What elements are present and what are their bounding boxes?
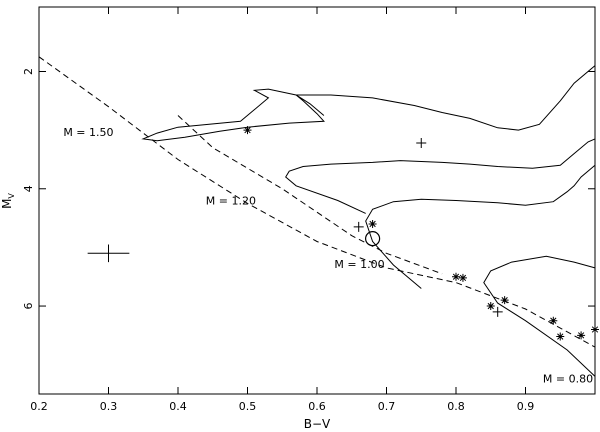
isochrone-line — [177, 115, 443, 275]
evolution-track-line — [365, 164, 596, 289]
isochrone-dashed — [38, 56, 596, 348]
star-marker — [243, 126, 252, 135]
evolution-tracks — [141, 65, 596, 377]
plus-marker — [492, 306, 503, 317]
y-tick-label: 4 — [22, 185, 35, 192]
x-tick-label: 0.2 — [30, 400, 48, 413]
x-tick-label: 0.8 — [447, 400, 465, 413]
plot-frame — [38, 6, 596, 395]
isochrone-line — [38, 56, 596, 348]
star-marker — [577, 331, 586, 340]
evolution-track-line — [483, 255, 596, 377]
star-marker — [368, 219, 377, 228]
track-mass-label: M = 1.50 — [63, 126, 113, 139]
x-tick-label: 0.9 — [517, 400, 535, 413]
x-tick-label: 0.4 — [169, 400, 187, 413]
evolution-track-line — [285, 138, 596, 214]
plus-marker — [416, 138, 427, 149]
star-marker — [486, 302, 495, 311]
star-marker — [458, 273, 467, 282]
sun-marker — [365, 231, 381, 247]
plus-marker — [353, 221, 364, 232]
axis-ticks: 0.2 0.3 0.4 0.5 0.6 0.7 0.8 0.9 2 4 6 — [22, 7, 595, 413]
x-tick-label: 0.3 — [100, 400, 118, 413]
y-axis-label: MV — [0, 193, 16, 209]
y-tick-label: 2 — [22, 68, 35, 75]
track-mass-label: M = 1.20 — [206, 195, 256, 208]
x-tick-label: 0.5 — [239, 400, 257, 413]
track-mass-label: M = 0.80 — [543, 372, 593, 385]
y-tick-label: 6 — [22, 303, 35, 310]
star-marker — [500, 296, 509, 305]
star-marker — [556, 332, 565, 341]
x-tick-label: 0.7 — [378, 400, 396, 413]
star-marker — [591, 325, 599, 334]
data-points — [87, 126, 599, 341]
track-mass-label: M = 1.00 — [334, 258, 384, 271]
x-tick-label: 0.6 — [308, 400, 326, 413]
error-bar — [87, 244, 130, 263]
evolution-track-line — [141, 65, 596, 142]
x-axis-label: B−V — [304, 417, 331, 431]
star-marker — [452, 272, 460, 281]
star-marker — [549, 316, 558, 325]
chart-labels: M = 1.50 M = 1.20 M = 1.00 M = 0.80 — [63, 126, 593, 385]
